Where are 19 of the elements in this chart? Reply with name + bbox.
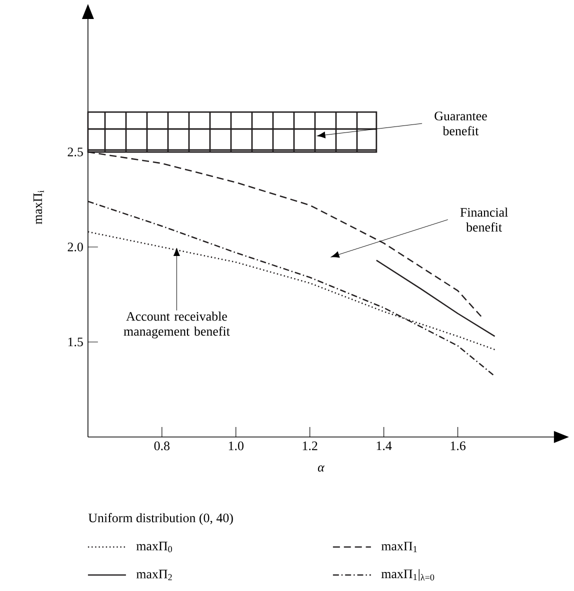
annotation: Guarantee benefit: [434, 112, 487, 136]
legend-label: maxΠ$_{1}$: [381, 542, 417, 552]
legend-label: maxΠ$_{2}$: [136, 570, 172, 580]
legend-label: maxΠ$_{0}$: [136, 542, 172, 552]
legend-title: Uniform distribution (0, 40): [88, 513, 233, 525]
y-tick-label: 2.5: [68, 148, 83, 156]
x-axis-title: α: [318, 465, 325, 472]
annotation: Financial benefit: [460, 208, 508, 232]
x-tick-label: 1.0: [228, 442, 244, 450]
y-axis-title: maxΠ$_{i}$: [33, 190, 44, 224]
annotation: Account receivable management benefit: [124, 312, 230, 338]
x-tick-label: 1.6: [450, 442, 466, 450]
legend-label: maxΠ$_{1}$|$_{λ=0}$: [381, 569, 434, 581]
y-tick-label: 1.5: [68, 338, 83, 346]
y-tick-label: 2.0: [68, 242, 83, 252]
x-tick-label: 1.2: [302, 442, 318, 450]
x-tick-label: 1.4: [376, 442, 392, 450]
line-series: [376, 260, 496, 337]
x-tick-label: 0.8: [154, 442, 170, 450]
